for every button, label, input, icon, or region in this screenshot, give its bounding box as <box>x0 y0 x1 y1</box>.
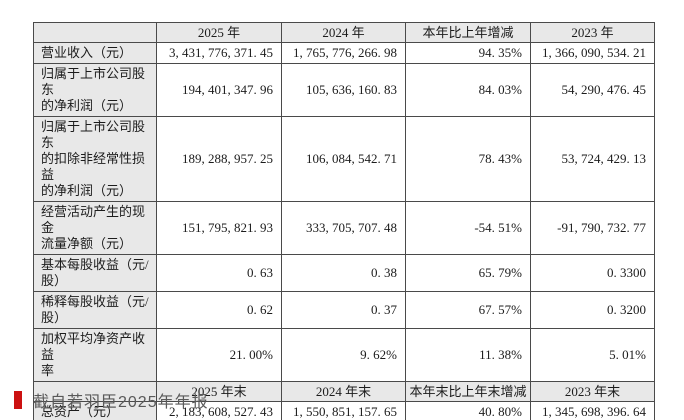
row-label: 经营活动产生的现金 流量净额（元） <box>33 201 157 255</box>
cell-value: 94. 35% <box>405 42 531 64</box>
cell-value: -91, 790, 732. 77 <box>530 201 655 255</box>
table-row-basic-eps: 基本每股收益（元/ 股） 0. 63 0. 38 65. 79% 0. 3300 <box>33 254 655 292</box>
yearend-header-row: 2025 年末 2024 年末 本年末比上年末增减 2023 年末 <box>33 381 655 402</box>
cell-value: 194, 401, 347. 96 <box>156 63 282 117</box>
corner-cell <box>33 22 157 43</box>
row-label: 总资产（元） <box>33 401 157 420</box>
red-marker-icon <box>14 391 22 409</box>
cell-value: 67. 57% <box>405 291 531 329</box>
col-header-2024-end: 2024 年末 <box>281 381 406 402</box>
cell-value: 65. 79% <box>405 254 531 292</box>
cell-value: 0. 3200 <box>530 291 655 329</box>
col-header-2025: 2025 年 <box>156 22 282 43</box>
cell-value: 105, 636, 160. 83 <box>281 63 406 117</box>
cell-value: 0. 37 <box>281 291 406 329</box>
financial-summary-table: 2025 年 2024 年 本年比上年增减 2023 年 营业收入（元） 3, … <box>33 22 655 420</box>
cell-value: 1, 765, 776, 266. 98 <box>281 42 406 64</box>
cell-value: -54. 51% <box>405 201 531 255</box>
cell-value: 0. 38 <box>281 254 406 292</box>
table-row-net-profit: 归属于上市公司股东 的净利润（元） 194, 401, 347. 96 105,… <box>33 63 655 117</box>
row-label: 稀释每股收益（元/ 股） <box>33 291 157 329</box>
corner-cell <box>33 381 157 402</box>
cell-value: 0. 3300 <box>530 254 655 292</box>
annual-header-row: 2025 年 2024 年 本年比上年增减 2023 年 <box>33 22 655 43</box>
cell-value: 53, 724, 429. 13 <box>530 116 655 202</box>
row-label: 归属于上市公司股东 的扣除非经常性损益 的净利润（元） <box>33 116 157 202</box>
cell-value: 1, 366, 090, 534. 21 <box>530 42 655 64</box>
cell-value: 2, 183, 608, 527. 43 <box>156 401 282 420</box>
col-header-2023: 2023 年 <box>530 22 655 43</box>
table-row-revenue: 营业收入（元） 3, 431, 776, 371. 45 1, 765, 776… <box>33 42 655 64</box>
cell-value: 333, 705, 707. 48 <box>281 201 406 255</box>
cell-value: 1, 550, 851, 157. 65 <box>281 401 406 420</box>
cell-value: 21. 00% <box>156 328 282 382</box>
cell-value: 189, 288, 957. 25 <box>156 116 282 202</box>
cell-value: 40. 80% <box>405 401 531 420</box>
table-row-weighted-avg-roe: 加权平均净资产收益 率 21. 00% 9. 62% 11. 38% 5. 01… <box>33 328 655 382</box>
caption-text: 截自若羽臣2025年年报 <box>33 394 209 411</box>
cell-value: 9. 62% <box>281 328 406 382</box>
cell-value: 54, 290, 476. 45 <box>530 63 655 117</box>
cell-value: 5. 01% <box>530 328 655 382</box>
cell-value: 0. 63 <box>156 254 282 292</box>
cell-value: 78. 43% <box>405 116 531 202</box>
cell-value: 0. 62 <box>156 291 282 329</box>
row-label: 加权平均净资产收益 率 <box>33 328 157 382</box>
row-label: 基本每股收益（元/ 股） <box>33 254 157 292</box>
table-row-diluted-eps: 稀释每股收益（元/ 股） 0. 62 0. 37 67. 57% 0. 3200 <box>33 291 655 329</box>
source-caption: 截自若羽臣2025年年报 <box>14 388 209 412</box>
table-row-total-assets: 总资产（元） 2, 183, 608, 527. 43 1, 550, 851,… <box>33 401 655 420</box>
col-header-2023-end: 2023 年末 <box>530 381 655 402</box>
col-header-yearend-change: 本年末比上年末增减 <box>405 381 531 402</box>
cell-value: 3, 431, 776, 371. 45 <box>156 42 282 64</box>
row-label: 归属于上市公司股东 的净利润（元） <box>33 63 157 117</box>
table-row-net-profit-excl-nonrecurring: 归属于上市公司股东 的扣除非经常性损益 的净利润（元） 189, 288, 95… <box>33 116 655 202</box>
col-header-2025-end: 2025 年末 <box>156 381 282 402</box>
cell-value: 151, 795, 821. 93 <box>156 201 282 255</box>
cell-value: 84. 03% <box>405 63 531 117</box>
cell-value: 11. 38% <box>405 328 531 382</box>
cell-value: 1, 345, 698, 396. 64 <box>530 401 655 420</box>
row-label: 营业收入（元） <box>33 42 157 64</box>
table-row-operating-cash-flow: 经营活动产生的现金 流量净额（元） 151, 795, 821. 93 333,… <box>33 201 655 255</box>
col-header-yoy-change: 本年比上年增减 <box>405 22 531 43</box>
cell-value: 106, 084, 542. 71 <box>281 116 406 202</box>
col-header-2024: 2024 年 <box>281 22 406 43</box>
